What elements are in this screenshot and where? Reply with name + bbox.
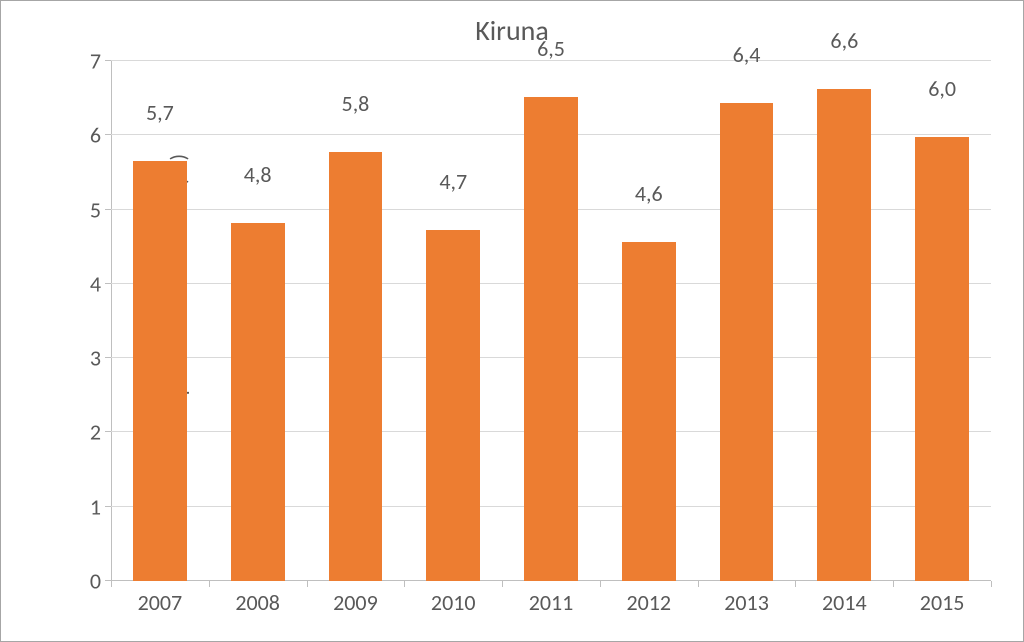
x-tick-mark [209,581,210,587]
bar [231,223,285,581]
bar [524,97,578,581]
x-tick-label: 2015 [920,581,965,616]
bar-value-label: 5,8 [342,90,370,121]
x-tick-label: 2008 [235,581,280,616]
x-tick-mark [600,581,601,587]
x-tick-mark [502,581,503,587]
x-tick-mark [698,581,699,587]
y-tick-label: 3 [90,345,111,372]
bar [817,89,871,582]
chart-container: Kiruna Medeltemperatur då G>15 W/m² (°C)… [0,0,1024,642]
x-tick-mark [893,581,894,587]
y-tick-label: 2 [90,419,111,446]
x-tick-mark [404,581,405,587]
bar [133,161,187,581]
bar [426,230,480,581]
x-tick-label: 2010 [431,581,476,616]
y-tick-label: 7 [90,48,111,75]
x-tick-mark [795,581,796,587]
bar-value-label: 4,6 [635,180,663,211]
y-axis-line [111,61,112,581]
bar [622,242,676,581]
y-tick-label: 0 [90,568,111,595]
x-tick-mark [307,581,308,587]
plot-area: 012345675,720074,820085,820094,720106,52… [111,61,991,581]
x-tick-mark [991,581,992,587]
y-tick-label: 1 [90,493,111,520]
x-tick-label: 2007 [138,581,183,616]
y-tick-label: 4 [90,270,111,297]
y-tick-label: 6 [90,122,111,149]
bar [329,152,383,581]
bar-value-label: 4,8 [244,161,272,192]
bar-value-label: 6,5 [537,35,565,66]
x-tick-label: 2012 [626,581,671,616]
bar-value-label: 4,7 [439,168,467,199]
bar-value-label: 6,4 [733,41,761,72]
chart-title: Kiruna [1,13,1023,48]
bar [915,137,969,581]
x-tick-label: 2009 [333,581,378,616]
bar-value-label: 6,6 [830,27,858,58]
x-tick-mark [111,581,112,587]
bar-value-label: 6,0 [928,75,956,106]
bar-value-label: 5,7 [146,99,174,130]
x-tick-label: 2013 [724,581,769,616]
x-tick-label: 2011 [529,581,574,616]
x-tick-label: 2014 [822,581,867,616]
bar [720,103,774,581]
y-tick-label: 5 [90,196,111,223]
